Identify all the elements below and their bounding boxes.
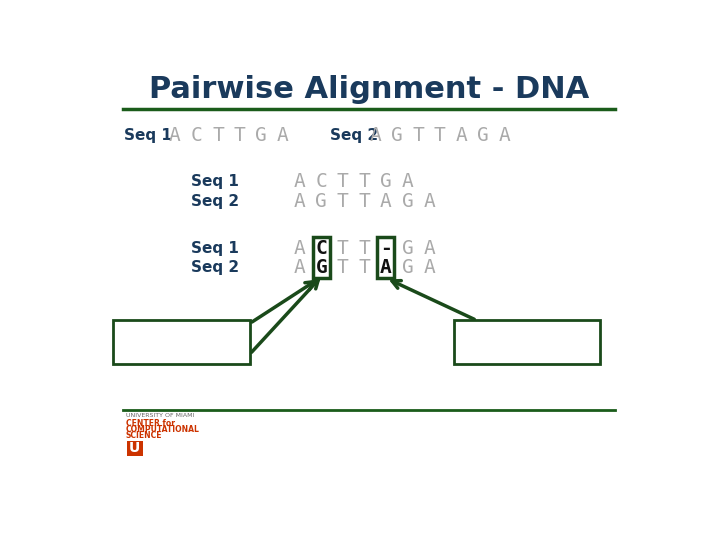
Text: A: A	[369, 126, 381, 145]
Text: Seq 1: Seq 1	[191, 174, 239, 190]
Text: A: A	[380, 192, 392, 211]
Bar	[454, 320, 600, 363]
Text: A: A	[423, 239, 435, 258]
Text: T: T	[234, 126, 246, 145]
Text: T: T	[212, 126, 224, 145]
Text: G: G	[477, 126, 489, 145]
Text: G: G	[315, 258, 327, 277]
Bar	[377, 237, 395, 278]
Text: G: G	[402, 239, 413, 258]
Text: -: -	[380, 239, 392, 258]
Text: T: T	[337, 172, 348, 191]
Bar	[312, 237, 330, 278]
Text: Seq 2: Seq 2	[330, 128, 379, 143]
Text: C: C	[315, 172, 327, 191]
Text: SCIENCE: SCIENCE	[126, 431, 162, 440]
Text: Seq 1: Seq 1	[191, 240, 239, 255]
Text: C: C	[315, 239, 327, 258]
Text: T: T	[359, 192, 370, 211]
Text: G: G	[315, 192, 327, 211]
Text: A: A	[294, 258, 305, 277]
Text: A: A	[294, 192, 305, 211]
Text: Pairwise Alignment - DNA: Pairwise Alignment - DNA	[149, 75, 589, 104]
Text: T: T	[337, 258, 348, 277]
Text: T: T	[337, 239, 348, 258]
Text: T: T	[434, 126, 446, 145]
Text: A: A	[456, 126, 467, 145]
Text: Single Nucleotide
Polymorphism (SNP): Single Nucleotide Polymorphism (SNP)	[114, 328, 249, 356]
Text: Seq 2: Seq 2	[191, 194, 239, 208]
Text: A: A	[169, 126, 181, 145]
Text: G: G	[256, 126, 267, 145]
Text: A: A	[499, 126, 510, 145]
Text: G: G	[402, 258, 413, 277]
Text: T: T	[337, 192, 348, 211]
Text: G: G	[402, 192, 413, 211]
Text: G: G	[391, 126, 402, 145]
Text: T: T	[359, 172, 370, 191]
Text: C: C	[191, 126, 202, 145]
Text: A: A	[294, 239, 305, 258]
Text: T: T	[359, 239, 370, 258]
Bar	[127, 441, 143, 456]
Text: A: A	[277, 126, 289, 145]
Text: UNIVERSITY OF MIAMI: UNIVERSITY OF MIAMI	[126, 413, 194, 418]
Text: Seq 1: Seq 1	[124, 128, 172, 143]
Text: T: T	[359, 258, 370, 277]
Text: COMPUTATIONAL: COMPUTATIONAL	[126, 425, 199, 434]
Bar	[113, 320, 250, 363]
Text: A: A	[423, 192, 435, 211]
Text: A: A	[380, 258, 392, 277]
Text: A: A	[294, 172, 305, 191]
Text: T: T	[413, 126, 424, 145]
Text: A: A	[423, 258, 435, 277]
Text: insertion/deletion
(indel): insertion/deletion (indel)	[468, 328, 585, 356]
Text: CENTER for: CENTER for	[126, 419, 175, 428]
Text: G: G	[380, 172, 392, 191]
Text: Seq 2: Seq 2	[191, 260, 239, 275]
Text: A: A	[402, 172, 413, 191]
Text: U: U	[129, 441, 140, 455]
